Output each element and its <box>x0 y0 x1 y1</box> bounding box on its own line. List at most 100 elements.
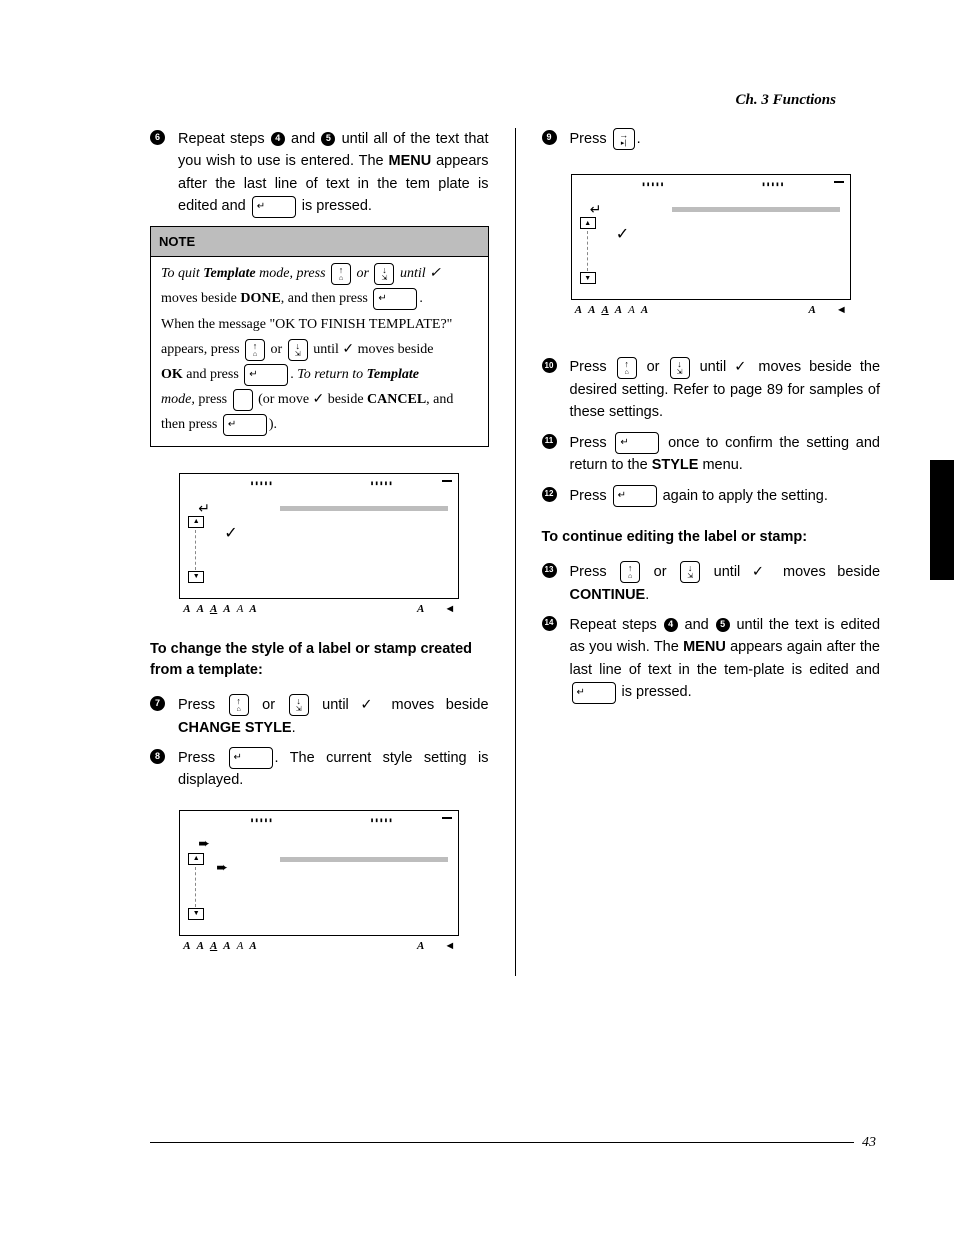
text: (or move ✓ beside <box>255 392 367 407</box>
lcd-icon-row: AAAAAA A◄ <box>571 300 851 316</box>
ref-4-icon: 4 <box>271 132 285 146</box>
arrow-icon: ➨ <box>198 835 210 852</box>
down-key-icon: ↓⇲ <box>289 694 309 716</box>
step-14-bullet: 14 <box>542 616 557 631</box>
lcd-tick: ▮▮▮▮▮ <box>250 817 273 824</box>
text: To return to <box>297 367 366 382</box>
text: or <box>353 266 372 281</box>
lcd-left-icons: ▲ ▼ <box>188 853 206 922</box>
step-14-body: Repeat steps 4 and 5 until the text is e… <box>570 614 881 704</box>
step-11: 11 Press ↵ once to confirm the setting a… <box>542 432 881 477</box>
text: until ✓ moves beside <box>702 564 880 580</box>
text: until ✓ <box>396 266 440 281</box>
lcd-grayline <box>280 857 448 862</box>
heading-change-style: To change the style of a label or stamp … <box>150 639 489 683</box>
text: , and then press <box>281 291 372 306</box>
lcd-left-icons: ▲ ▼ <box>188 516 206 585</box>
text: OK <box>161 367 183 382</box>
up-key-icon: ↑⌂ <box>331 263 351 285</box>
page: Ch. 3 Functions 6 Repeat steps 4 and 5 u… <box>0 0 954 1235</box>
blank-key-icon <box>233 389 253 411</box>
footer-rule <box>150 1142 854 1143</box>
lcd-grayline <box>280 506 448 511</box>
chapter-header: Ch. 3 Functions <box>736 92 836 109</box>
ref-5-icon: 5 <box>321 132 335 146</box>
left-column: 6 Repeat steps 4 and 5 until all of the … <box>150 128 489 976</box>
heading-continue-editing: To continue editing the label or stamp: <box>542 527 881 549</box>
text: Press <box>570 359 615 375</box>
text: or <box>639 359 668 375</box>
text: CANCEL <box>367 392 426 407</box>
text: Template <box>203 266 255 281</box>
step-12: 12 Press ↵ again to apply the setting. <box>542 485 881 507</box>
enter-key-icon: ↵ <box>229 747 273 769</box>
text: mode, <box>161 392 195 407</box>
lcd-tick: ▮▮▮▮▮ <box>370 817 393 824</box>
step-10: 10 Press ↑⌂ or ↓⇲ until ✓ moves beside t… <box>542 356 881 423</box>
step-6: 6 Repeat steps 4 and 5 until all of the … <box>150 128 489 218</box>
lcd-figure-3: ▮▮▮▮▮ ▮▮▮▮▮ ↵ ▲ ▼ ✓ AAAAAA A◄ <box>571 174 851 316</box>
text: press <box>195 392 231 407</box>
text: or <box>251 697 287 713</box>
note-box: NOTE To quit Template mode, press ↑⌂ or … <box>150 226 489 447</box>
text: CHANGE STYLE <box>178 720 292 736</box>
text: menu. <box>698 457 742 473</box>
text: Press <box>570 435 614 451</box>
down-key-icon: ↓⇲ <box>374 263 394 285</box>
text: and press <box>183 367 243 382</box>
step-9-body: Press →▸|. <box>570 128 881 150</box>
text: ). <box>269 417 277 432</box>
text: CONTINUE <box>570 587 646 603</box>
up-key-icon: ↑⌂ <box>229 694 249 716</box>
text: mode, press <box>256 266 329 281</box>
return-icon: ↵ <box>198 500 210 517</box>
arrow-icon: ➨ <box>216 859 228 876</box>
text: Press <box>570 131 611 147</box>
lcd-figure-1: ▮▮▮▮▮ ▮▮▮▮▮ ↵ ▲ ▼ ✓ AAAAAA A◄ <box>179 473 459 615</box>
text: moves beside <box>161 291 240 306</box>
text: and <box>679 617 715 633</box>
step-7-body: Press ↑⌂ or ↓⇲ until ✓ moves beside CHAN… <box>178 694 489 739</box>
text: or <box>267 342 286 357</box>
text: and <box>286 131 321 147</box>
page-number: 43 <box>862 1135 876 1151</box>
step-8-bullet: 8 <box>150 749 165 764</box>
step-7-bullet: 7 <box>150 696 165 711</box>
content-columns: 6 Repeat steps 4 and 5 until all of the … <box>150 128 880 976</box>
text: again to apply the setting. <box>659 488 828 504</box>
note-title: NOTE <box>151 227 488 257</box>
step-9-bullet: 9 <box>542 130 557 145</box>
text: Press <box>570 564 619 580</box>
enter-key-icon: ↵ <box>244 364 288 386</box>
up-key-icon: ↑⌂ <box>620 561 640 583</box>
text-menu: MENU <box>389 153 432 169</box>
step-11-bullet: 11 <box>542 434 557 449</box>
text: then press <box>161 417 221 432</box>
text: or <box>642 564 678 580</box>
text: Template <box>367 367 419 382</box>
step-14: 14 Repeat steps 4 and 5 until the text i… <box>542 614 881 704</box>
lcd-tick: ▮▮▮▮▮ <box>642 181 665 188</box>
column-divider <box>515 128 516 976</box>
text: , and <box>426 392 453 407</box>
step-7: 7 Press ↑⌂ or ↓⇲ until ✓ moves beside CH… <box>150 694 489 739</box>
right-column: 9 Press →▸|. ▮▮▮▮▮ ▮▮▮▮▮ ↵ ▲ ▼ <box>542 128 881 976</box>
step-13-bullet: 13 <box>542 563 557 578</box>
ref-5-icon: 5 <box>716 618 730 632</box>
lcd-icon-row: AAAAAA A◄ <box>179 936 459 952</box>
lcd-figure-2: ▮▮▮▮▮ ▮▮▮▮▮ ➨ ▲ ▼ ➨ AAAAAA A◄ <box>179 810 459 952</box>
step-12-body: Press ↵ again to apply the setting. <box>570 485 881 507</box>
text: Press <box>178 697 227 713</box>
enter-key-icon: ↵ <box>572 682 616 704</box>
text: . <box>419 291 423 306</box>
step-13: 13 Press ↑⌂ or ↓⇲ until ✓ moves beside C… <box>542 561 881 606</box>
text: Repeat steps <box>178 131 270 147</box>
enter-key-icon: ↵ <box>373 288 417 310</box>
step-12-bullet: 12 <box>542 487 557 502</box>
step-9: 9 Press →▸|. <box>542 128 881 150</box>
step-10-bullet: 10 <box>542 358 557 373</box>
step-8-body: Press ↵. The current style setting is di… <box>178 747 489 792</box>
up-key-icon: ↑⌂ <box>617 357 637 379</box>
lcd-left-icons: ▲ ▼ <box>580 217 598 286</box>
enter-key-icon: ↵ <box>252 196 296 218</box>
